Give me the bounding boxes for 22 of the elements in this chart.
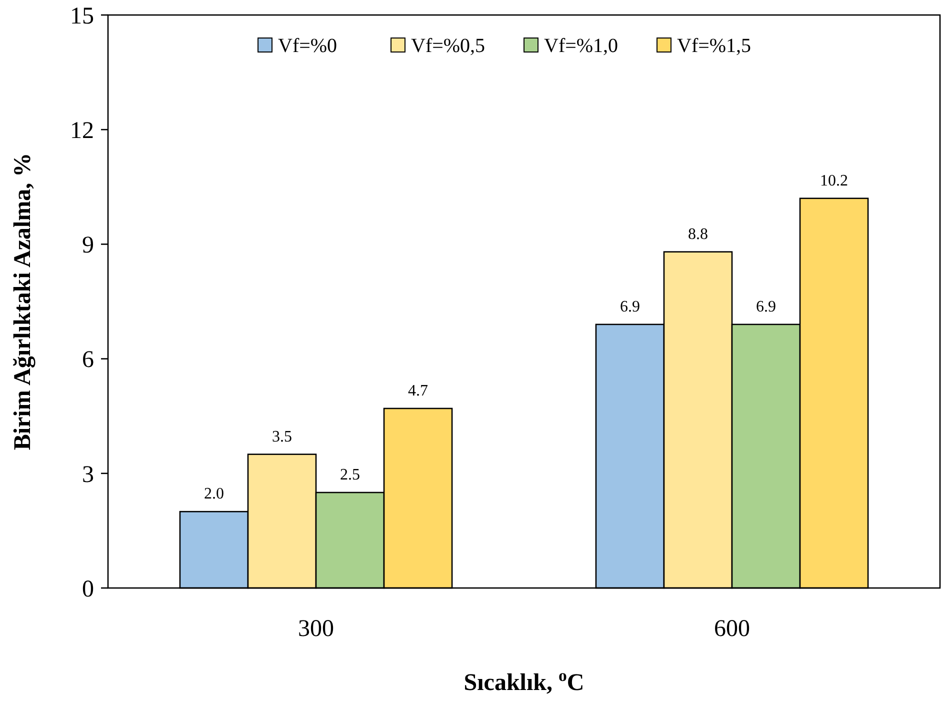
y-tick-label: 15 <box>70 3 94 30</box>
y-tick-label: 9 <box>82 232 94 259</box>
data-label: 2.0 <box>204 486 224 503</box>
data-label: 6.9 <box>620 298 640 316</box>
data-label: 2.5 <box>340 466 360 484</box>
legend-label: Vf=%1,0 <box>544 35 618 57</box>
data-label: 6.9 <box>756 298 776 316</box>
x-tick-label: 600 <box>714 616 750 642</box>
legend-label: Vf=%0 <box>278 35 338 57</box>
data-label: 3.5 <box>272 428 292 446</box>
x-tick-label: 300 <box>298 616 334 642</box>
y-tick-label: 3 <box>82 462 94 488</box>
x-axis-title: Sıcaklık, $^{o}$C <box>464 666 584 696</box>
legend-label: Vf=%1,5 <box>677 35 752 57</box>
y-tick-label: 12 <box>70 118 94 144</box>
y-axis-title: Birim Ağırlıktaki Azalma, % <box>10 152 36 450</box>
legend-label: Vf=%0,5 <box>411 35 486 57</box>
y-tick-label: 0 <box>82 576 94 602</box>
data-label: 4.7 <box>408 382 428 400</box>
data-label: 8.8 <box>688 226 708 243</box>
y-tick-label: 6 <box>82 347 94 374</box>
data-label: 10.2 <box>820 172 848 190</box>
